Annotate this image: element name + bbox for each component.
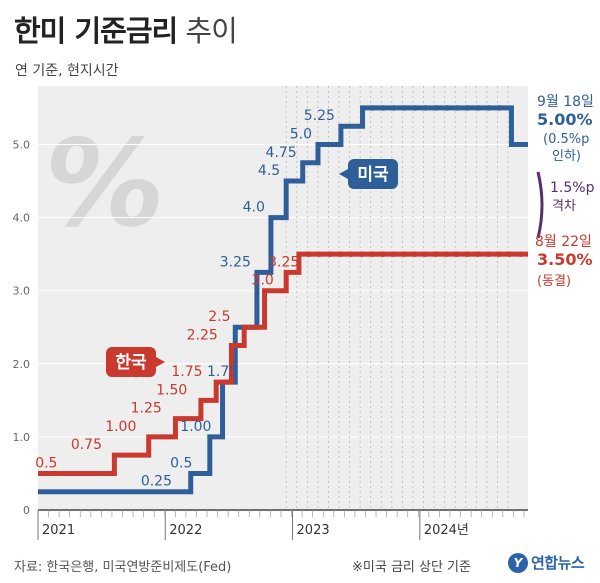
y-tick-label: 5.0: [13, 138, 31, 151]
us-data-label: 0.5: [170, 455, 192, 471]
series-dot: [454, 251, 460, 257]
source-text: 자료: 한국은행, 미국연방준비제도(Fed): [14, 560, 232, 575]
series-dot: [422, 251, 429, 257]
kr-tag-pointer: [156, 357, 165, 367]
kr-data-label: 1.75: [171, 364, 202, 380]
us-data-label: 4.75: [266, 145, 297, 161]
series-dot: [433, 251, 439, 257]
kr-data-label: 2.5: [208, 309, 230, 325]
series-dot: [401, 251, 407, 257]
kr-data-label: 1.25: [131, 401, 162, 417]
kr-callout-detail: (동결): [537, 274, 571, 289]
kr-data-label: 1.50: [156, 382, 187, 398]
us-tag-pointer: [339, 169, 348, 179]
y-tick-label: 3.0: [13, 285, 31, 298]
series-dot: [327, 251, 334, 257]
us-callout-value: 5.00%: [537, 110, 593, 129]
series-dot: [486, 105, 492, 111]
chart-subtitle: 연 기준, 현지시간: [15, 63, 119, 79]
x-tick-label: 2022: [169, 523, 202, 538]
series-dot: [316, 251, 323, 257]
y-tick-label: 0: [23, 504, 30, 517]
us-data-label: 5.0: [290, 126, 312, 142]
us-data-label: 1.00: [180, 419, 211, 435]
series-dot: [337, 251, 344, 257]
title-sub: 추이: [185, 14, 237, 48]
series-dot: [412, 105, 418, 111]
us-tag-box: [348, 159, 398, 189]
y-tick-label: 2.0: [13, 358, 31, 371]
kr-tag-box: [106, 347, 156, 377]
kr-data-label: 3.25: [268, 254, 299, 270]
plot-background: [38, 86, 528, 510]
kr-rate-line: [38, 251, 528, 476]
series-dot: [401, 105, 408, 111]
series-dot: [411, 251, 418, 257]
us-data-label: 1.75: [207, 364, 238, 380]
series-dot: [443, 105, 450, 111]
series-dot: [507, 251, 513, 257]
us-data-label: 3.25: [220, 254, 251, 270]
series-dot: [433, 105, 439, 111]
chart-title: 한미 기준금리 추이: [14, 8, 238, 50]
kr-callout-value: 3.50%: [537, 250, 593, 269]
yonhap-logo-icon: Y: [508, 552, 528, 573]
kr-callout-date: 8월 22일: [535, 234, 592, 250]
footer: 자료: 한국은행, 미국연방준비제도(Fed) ※미국 금리 상단 기준 Y 연…: [0, 548, 600, 583]
rate-chart: % 0 1.0 2.0 3.0 4.0 5.0 2021 2022 2023 2024년 0.25…: [13, 86, 595, 540]
series-dot: [443, 251, 450, 257]
series-dot: [380, 251, 386, 257]
gap-bracket: [536, 171, 544, 239]
series-dot: [464, 251, 471, 257]
series-dot: [485, 251, 492, 257]
series-dot: [475, 251, 481, 257]
series-dot: [348, 251, 355, 257]
kr-data-label: 0.75: [71, 437, 102, 453]
series-dot: [390, 251, 397, 257]
series-dot: [359, 251, 365, 257]
logo-text: 연합뉴스: [531, 554, 585, 572]
kr-data-label: 2.25: [187, 328, 218, 344]
us-rate-line: [38, 105, 528, 495]
series-dot: [454, 105, 461, 111]
title-main: 한미 기준금리: [14, 14, 178, 48]
kr-data-label: 1.00: [105, 419, 136, 435]
series-dot: [369, 251, 376, 257]
series-dot: [369, 105, 376, 111]
series-dot: [422, 105, 429, 111]
us-data-label: 5.25: [304, 108, 335, 124]
us-tag-label: 미국: [357, 165, 389, 185]
kr-data-label: 0.5: [35, 455, 57, 471]
note-text: ※미국 금리 상단 기준: [352, 560, 471, 575]
gap-callout-value: 1.5%p: [550, 180, 595, 196]
series-dot: [517, 251, 524, 257]
percent-decoration: %: [34, 115, 174, 254]
series-dot: [496, 251, 503, 257]
series-dot: [306, 251, 312, 257]
gap-callout-text: 격차: [552, 199, 576, 214]
series-dot: [475, 105, 482, 111]
kr-data-label: 3.0: [252, 273, 274, 289]
x-tick-label: 2021: [42, 523, 75, 538]
us-callout-detail1: (0.5%p: [543, 132, 589, 147]
us-data-label: 4.5: [258, 163, 280, 179]
us-data-label: 0.25: [141, 474, 172, 490]
y-tick-label: 1.0: [13, 431, 31, 444]
us-data-label: 4.0: [243, 200, 265, 216]
series-dot: [465, 105, 471, 111]
series-dot: [496, 105, 503, 111]
series-dot: [391, 105, 397, 111]
us-callout-detail2: 인하): [552, 149, 581, 164]
yonhap-logo: Y 연합뉴스: [508, 552, 585, 573]
series-dot: [380, 105, 387, 111]
us-callout-date: 9월 18일: [537, 94, 594, 110]
y-tick-label: 4.0: [13, 212, 31, 225]
x-tick-label: 2024년: [424, 523, 469, 538]
x-tick-label: 2023: [297, 523, 330, 538]
kr-tag-label: 한국: [115, 353, 147, 373]
